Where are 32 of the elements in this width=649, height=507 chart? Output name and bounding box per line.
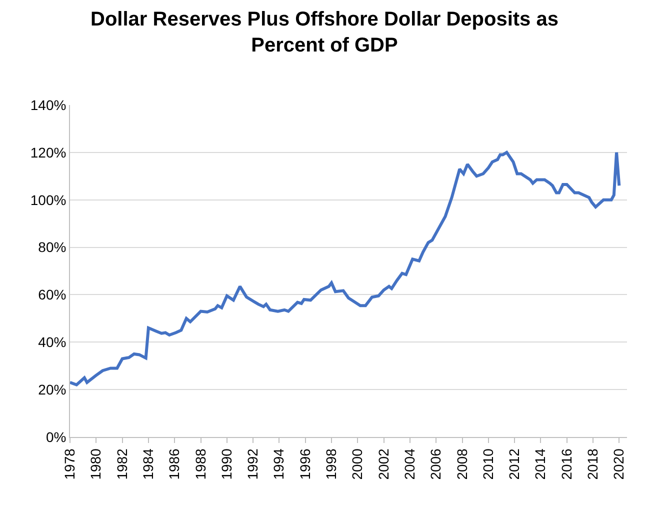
x-tick-label: 1998 xyxy=(323,448,340,480)
x-tick-label: 2006 xyxy=(428,448,444,480)
x-tick-label: 2004 xyxy=(402,448,418,480)
x-tick-label: 1988 xyxy=(192,448,208,480)
x-tick-label: 2018 xyxy=(584,448,601,480)
x-tick-label: 2016 xyxy=(558,448,574,480)
x-tick-label: 1982 xyxy=(114,448,130,480)
y-tick-label: 60% xyxy=(38,286,66,303)
x-tick-label: 1994 xyxy=(270,448,287,480)
y-tick-label: 0% xyxy=(46,428,66,445)
line-series xyxy=(70,150,621,386)
x-tick-label: 2020 xyxy=(610,448,627,480)
y-tick-label: 120% xyxy=(30,144,66,160)
x-tick-label: 1986 xyxy=(166,448,182,480)
y-tick-label: 80% xyxy=(38,239,66,256)
x-tick-label: 1992 xyxy=(244,448,261,480)
x-tick-label: 1990 xyxy=(218,448,234,480)
x-tick-label: 2008 xyxy=(454,448,470,480)
x-tick-label: 1984 xyxy=(140,448,156,480)
chart-title: Dollar Reserves Plus Offshore Dollar Deposits as Percent of GDP xyxy=(90,8,558,56)
y-tick-label: 40% xyxy=(38,334,66,350)
y-tick-label: 100% xyxy=(30,192,66,208)
y-tick-label: 20% xyxy=(38,381,66,398)
x-tick-label: 2014 xyxy=(532,448,548,480)
x-tick-label: 2002 xyxy=(375,448,392,480)
x-tick-label: 1980 xyxy=(88,448,104,480)
x-tick-label: 2010 xyxy=(480,448,496,480)
x-tick-label: 2012 xyxy=(506,448,522,480)
x-tick-label: 1978 xyxy=(62,448,78,480)
x-tick-label: 2000 xyxy=(349,448,366,480)
y-tick-label: 140% xyxy=(30,96,66,113)
x-tick-label: 1996 xyxy=(296,448,313,480)
